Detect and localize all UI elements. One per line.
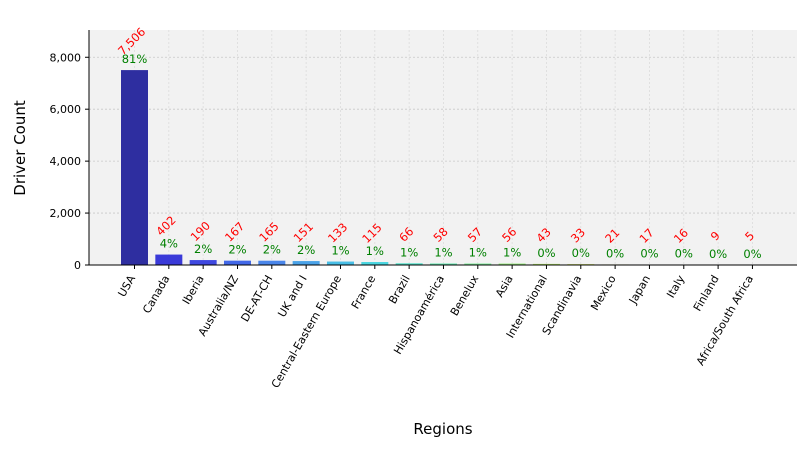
percent-label: 1% [503,246,521,260]
x-tick-label: Asia [493,273,516,299]
bar [292,261,320,265]
bar [361,262,389,265]
percent-label: 1% [331,244,349,258]
percent-label: 2% [297,243,315,257]
y-tick-label: 0 [74,259,81,272]
percent-label: 1% [366,244,384,258]
x-tick-label: Mexico [588,273,619,313]
bar [223,260,251,265]
x-tick-label: UK and I [275,273,309,320]
percent-label: 0% [572,246,590,260]
bar [532,263,560,265]
x-tick-label: Benelux [448,273,482,319]
x-tick-label: Brazil [386,273,413,306]
percent-label: 4% [160,237,178,251]
percent-label: 1% [469,246,487,260]
x-tick-label: Finland [691,273,722,314]
x-tick-label: Italy [664,273,687,301]
x-tick-label: USA [115,273,138,300]
x-axis-label: Regions [413,420,472,438]
percent-label: 2% [263,243,281,257]
bar [498,263,526,265]
percent-label: 2% [228,243,246,257]
y-tick-label: 4,000 [50,155,82,168]
bar [189,260,217,265]
x-tick-label: France [349,273,379,311]
y-axis: 0 2,000 4,000 6,000 8,000 [50,51,89,272]
percent-label: 0% [743,247,761,261]
y-tick-label: 6,000 [50,103,82,116]
x-tick-label: Iberia [180,273,207,307]
percent-label: 1% [400,245,418,259]
bar [155,254,183,265]
y-tick-label: 2,000 [50,207,82,220]
percent-label: 0% [640,247,658,261]
percent-label: 0% [709,247,727,261]
y-axis-label: Driver Count [11,100,29,196]
bar [326,261,354,265]
percent-label: 1% [434,245,452,259]
bar [464,263,492,265]
x-tick-label: DE-AT-CH [238,273,275,324]
x-tick-label: Japan [626,273,653,307]
plot-background [89,30,797,265]
y-tick-label: 8,000 [50,51,82,64]
gridlines [89,30,797,266]
percent-label: 0% [606,246,624,260]
percent-label: 81% [122,52,148,66]
bar [429,263,457,265]
percent-label: 0% [537,246,555,260]
x-tick-label: Central-Eastern Europe [269,273,344,391]
bar [121,70,148,265]
percent-label: 2% [194,242,212,256]
bar [258,260,286,265]
bar [395,263,423,265]
x-tick-label: Canada [140,273,172,316]
percent-label: 0% [675,247,693,261]
